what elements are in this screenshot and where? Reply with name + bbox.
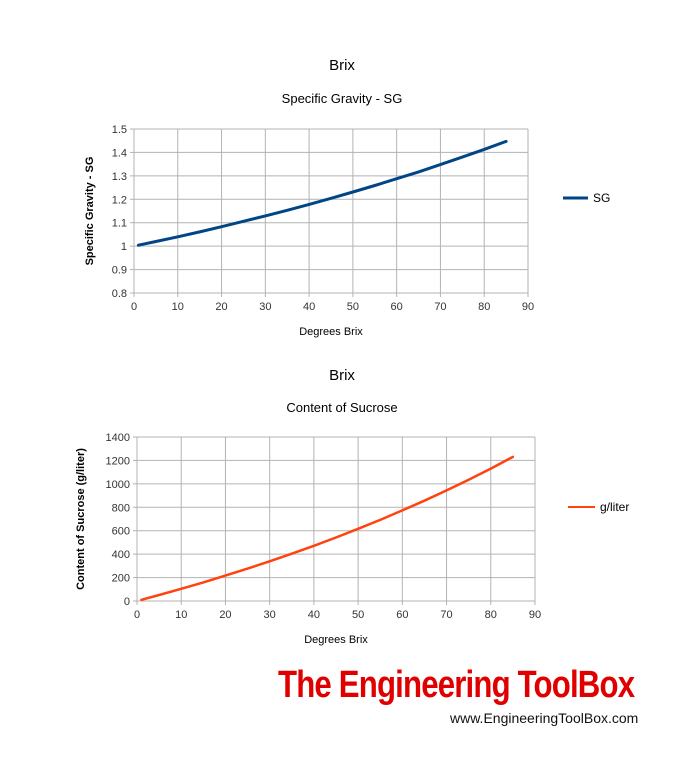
x-tick-label: 90 [529, 609, 541, 621]
y-tick-label: 400 [112, 549, 130, 561]
x-tick-label: 80 [478, 301, 490, 313]
y-tick-label: 1.5 [112, 124, 127, 136]
series-line [140, 455, 515, 602]
x-tick-label: 90 [522, 301, 534, 313]
chart-title: Brix [329, 367, 355, 384]
y-tick-label: 200 [112, 573, 130, 585]
y-tick-label: 1000 [106, 479, 130, 491]
legend-label: g/liter [600, 500, 629, 514]
x-tick-label: 0 [131, 301, 137, 313]
x-tick-label: 70 [434, 301, 446, 313]
y-tick-label: 1.1 [112, 218, 127, 230]
y-tick-label: 600 [112, 526, 130, 538]
x-axis-label: Degrees Brix [304, 634, 368, 646]
x-tick-label: 10 [175, 609, 187, 621]
y-tick-label: 800 [112, 502, 130, 514]
y-tick-label: 1200 [106, 455, 130, 467]
x-tick-label: 50 [347, 301, 359, 313]
legend-label: SG [593, 191, 610, 205]
x-tick-label: 40 [303, 301, 315, 313]
y-tick-label: 1.4 [112, 147, 127, 159]
x-tick-label: 60 [396, 609, 408, 621]
y-axis-label: Specific Gravity - SG [84, 157, 96, 266]
y-tick-label: 0.9 [112, 265, 127, 277]
x-tick-label: 30 [259, 301, 271, 313]
y-tick-label: 1.2 [112, 194, 127, 206]
y-axis-label: Content of Sucrose (g/liter) [75, 448, 87, 590]
y-tick-label: 1400 [106, 432, 130, 444]
x-tick-label: 20 [219, 609, 231, 621]
y-tick-label: 0 [124, 596, 130, 608]
x-tick-label: 50 [352, 609, 364, 621]
chart-title: Brix [329, 57, 355, 74]
x-tick-label: 30 [264, 609, 276, 621]
x-tick-label: 0 [134, 609, 140, 621]
brand-url: www.EngineeringToolBox.com [450, 710, 639, 726]
x-axis-label: Degrees Brix [299, 326, 363, 338]
chart-subtitle: Specific Gravity - SG [282, 91, 403, 106]
x-tick-label: 20 [215, 301, 227, 313]
x-tick-label: 40 [308, 609, 320, 621]
x-tick-label: 70 [440, 609, 452, 621]
x-tick-label: 60 [391, 301, 403, 313]
series-line [136, 139, 508, 247]
y-tick-label: 1.3 [112, 171, 127, 183]
y-tick-label: 1 [121, 241, 127, 253]
chart-subtitle: Content of Sucrose [286, 400, 397, 415]
x-tick-label: 80 [485, 609, 497, 621]
x-tick-label: 10 [172, 301, 184, 313]
brand-logo-text: The Engineering ToolBox [278, 664, 635, 706]
y-tick-label: 0.8 [112, 288, 127, 300]
